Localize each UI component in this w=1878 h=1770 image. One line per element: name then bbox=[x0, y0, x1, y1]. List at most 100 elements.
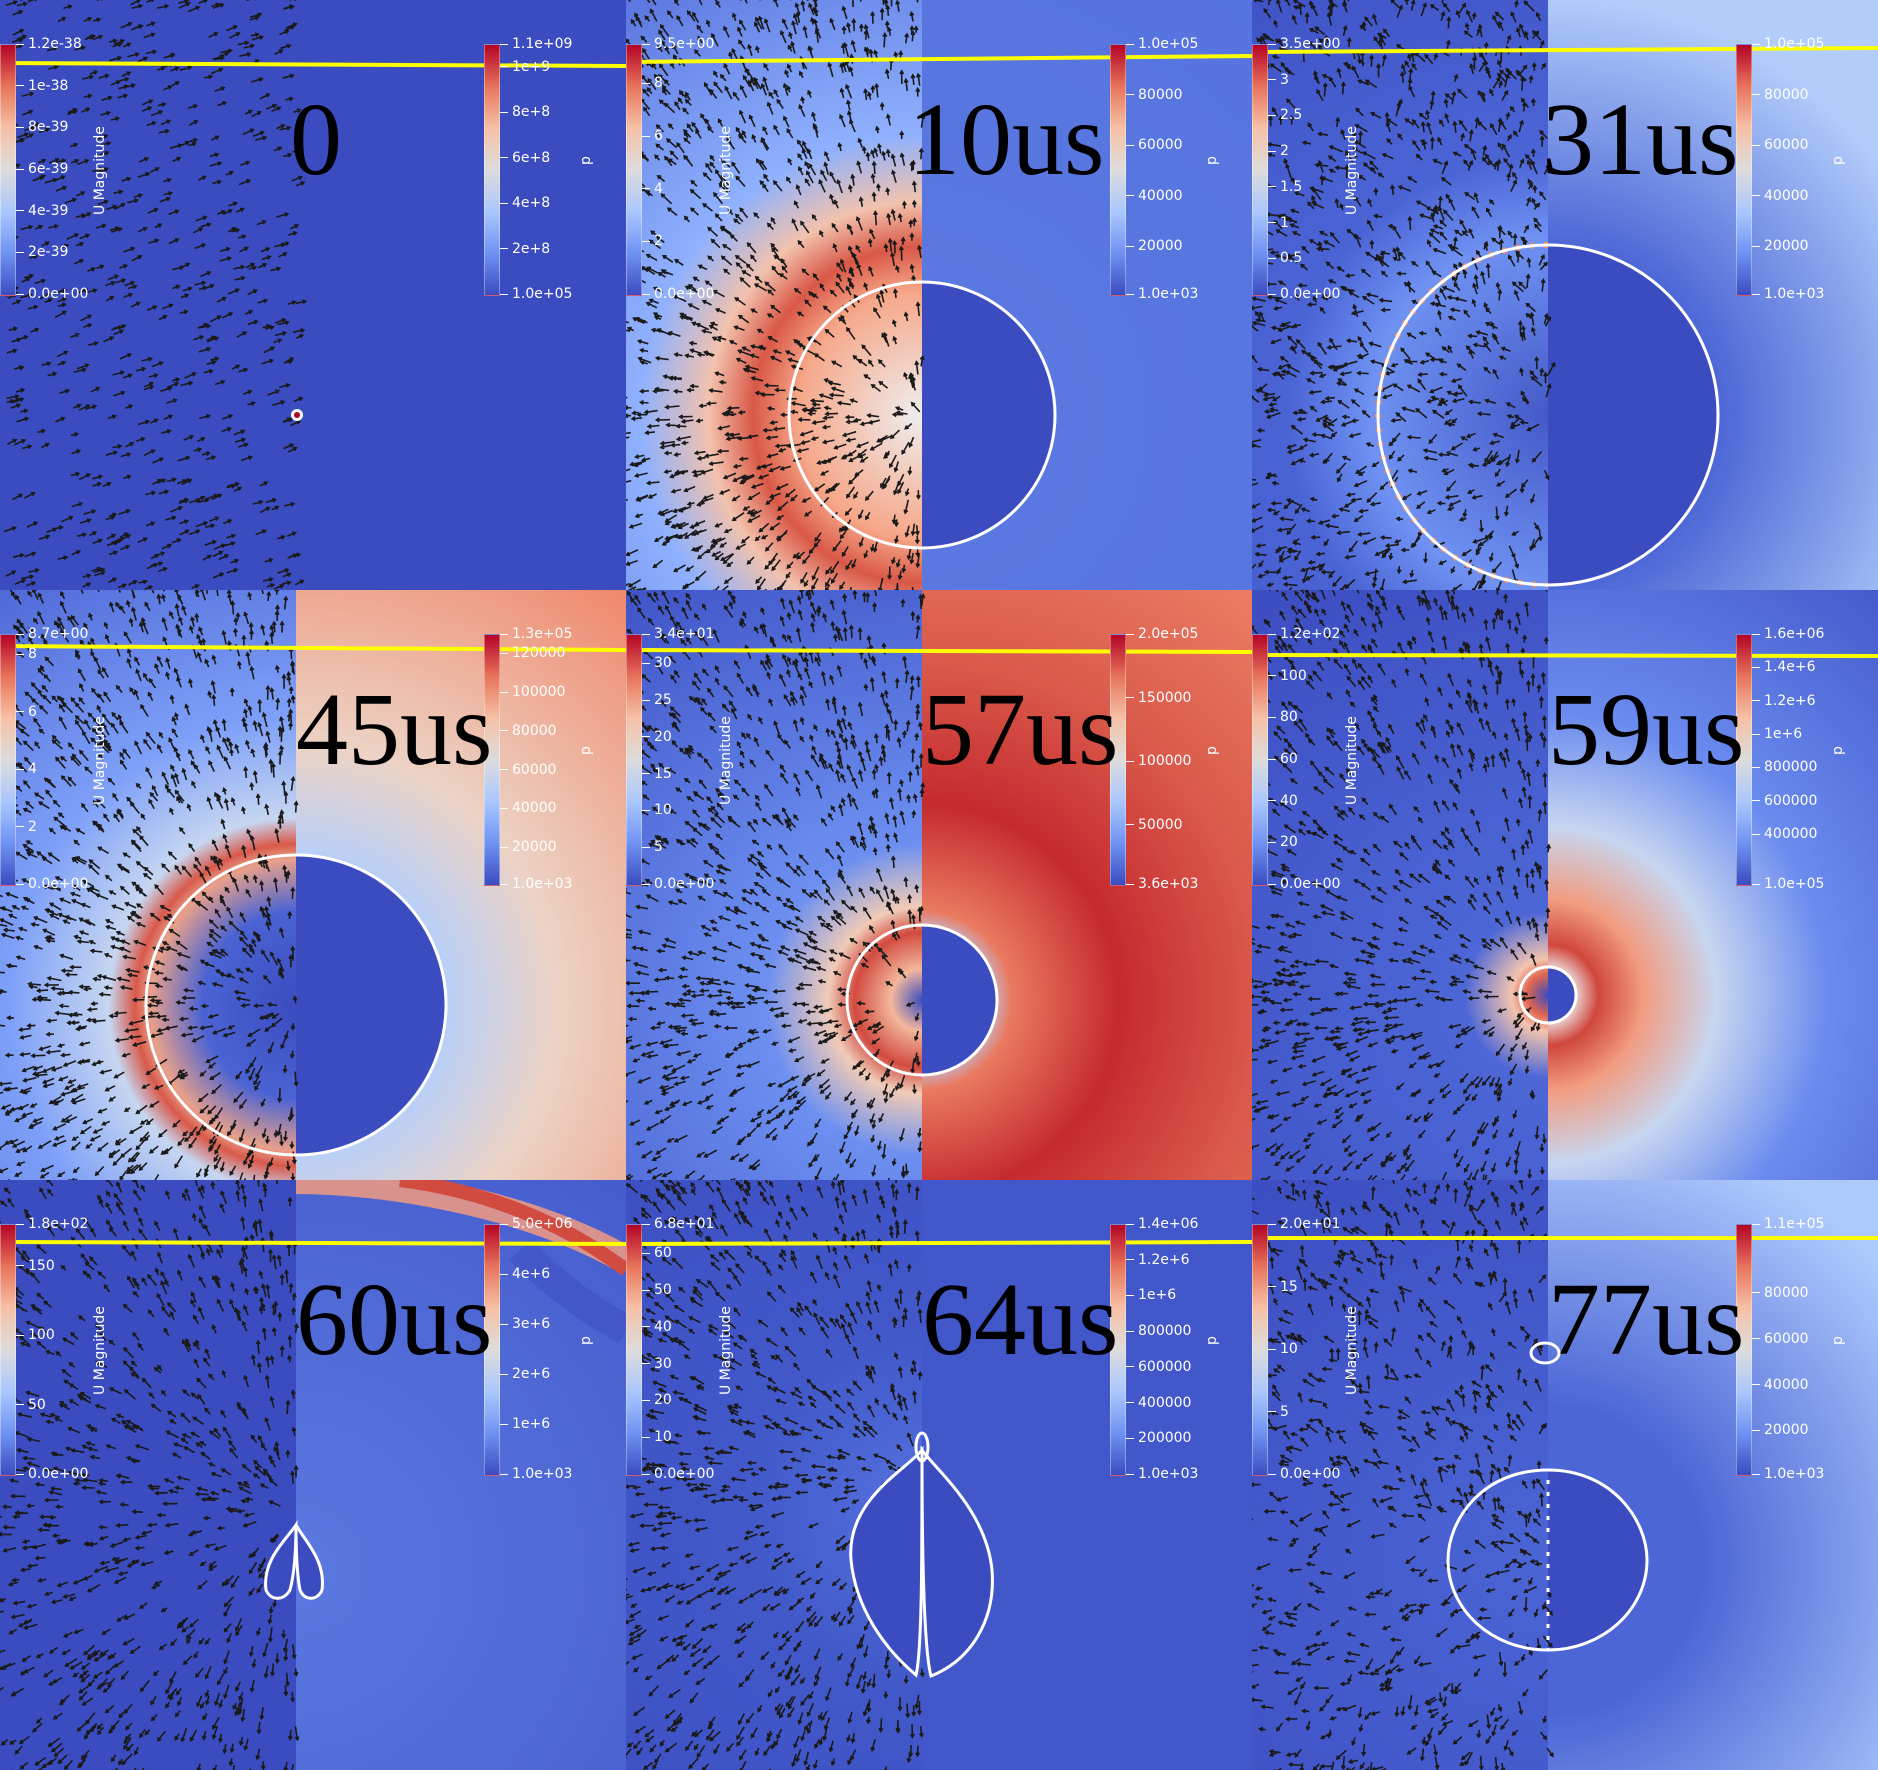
velocity-colorbar bbox=[626, 634, 642, 886]
colorbar-title: p bbox=[1204, 156, 1220, 165]
colorbar-title: p bbox=[578, 156, 594, 165]
time-label: 64us bbox=[922, 1262, 1119, 1377]
colorbar-title: U Magnitude bbox=[718, 716, 734, 805]
colorbar-tick-label: 80000 bbox=[1752, 88, 1809, 102]
colorbar-tick-label: 1.0e+05 bbox=[1752, 37, 1824, 51]
colorbar-tick-label: 30 bbox=[642, 1357, 672, 1371]
arrow-glyphs bbox=[3, 0, 308, 590]
time-label: 10us bbox=[908, 82, 1105, 197]
colorbar-tick-label: 25 bbox=[642, 693, 672, 707]
colorbar-tick-label: 0.5 bbox=[1268, 251, 1302, 265]
colorbar-tick-label: 80000 bbox=[1126, 88, 1183, 102]
colorbar-tick-label: 0.0e+00 bbox=[16, 287, 88, 301]
colorbar-tick-label: 60000 bbox=[1752, 138, 1809, 152]
colorbar-ticks: 9.5e+00 8 6 4 2 0.0e+00 bbox=[642, 37, 752, 301]
colorbar-title: U Magnitude bbox=[1344, 716, 1360, 805]
colorbar-tick-label: 4e+6 bbox=[500, 1267, 550, 1281]
time-label: 0 bbox=[290, 82, 342, 197]
colorbar-title: p bbox=[578, 746, 594, 755]
velocity-arrows bbox=[3, 0, 308, 590]
colorbar-tick-label: 1.0e+03 bbox=[500, 1467, 572, 1481]
colorbar-ticks: 3.4e+01 30 25 20 15 10 5 0.0e+00 bbox=[642, 627, 752, 891]
colorbar-tick-label: 1.6e+06 bbox=[1752, 627, 1824, 641]
colorbar-tick-label: 150 bbox=[16, 1259, 55, 1273]
colorbar-tick-label: 0.0e+00 bbox=[1268, 877, 1340, 891]
colorbar-tick-label: 2 bbox=[1268, 144, 1289, 158]
time-label: 57us bbox=[922, 672, 1119, 787]
colorbar-tick-label: 400000 bbox=[1126, 1396, 1191, 1410]
colorbar-tick-label: 200000 bbox=[1126, 1431, 1191, 1445]
field-render bbox=[1252, 0, 1878, 590]
panel-t59: 1.2e+02 100 80 60 40 20 0.0e+00 U Magnitude 1.6e… bbox=[1252, 590, 1878, 1180]
pressure-colorbar bbox=[484, 44, 500, 296]
velocity-colorbar bbox=[1252, 44, 1268, 296]
colorbar-tick-label: 60 bbox=[642, 1246, 672, 1260]
colorbar-tick-label: 1.0e+03 bbox=[500, 877, 572, 891]
colorbar-tick-label: 0.0e+00 bbox=[1268, 287, 1340, 301]
colorbar-tick-label: 20000 bbox=[1126, 239, 1183, 253]
colorbar-tick-label: 50 bbox=[642, 1283, 672, 1297]
panel-t0: 1.2e-38 1e-38 8e-39 6e-39 4e-39 2e-39 0.0e+00 U… bbox=[0, 0, 626, 590]
colorbar-ticks: 1.2e-38 1e-38 8e-39 6e-39 4e-39 2e-39 0.0e+00 bbox=[16, 37, 126, 301]
colorbar-tick-label: 3.5e+00 bbox=[1268, 37, 1340, 51]
colorbar-tick-label: 20000 bbox=[1752, 1423, 1809, 1437]
colorbar-tick-label: 80 bbox=[1268, 710, 1298, 724]
panel-t64: 6.8e+01 60 50 40 30 20 10 0.0e+00 U Magnitude 1.4… bbox=[626, 1180, 1252, 1770]
colorbar-tick-label: 1.0e+03 bbox=[1752, 1467, 1824, 1481]
colorbar-tick-label: 1e+6 bbox=[1126, 1288, 1176, 1302]
colorbar-tick-label: 0.0e+00 bbox=[642, 1467, 714, 1481]
colorbar-tick-label: 60000 bbox=[500, 763, 557, 777]
colorbar-tick-label: 800000 bbox=[1752, 760, 1817, 774]
colorbar-title: p bbox=[578, 1336, 594, 1345]
colorbar-tick-label: 40000 bbox=[1752, 1378, 1809, 1392]
velocity-colorbar bbox=[1252, 1224, 1268, 1476]
colorbar-tick-label: 8.7e+00 bbox=[16, 627, 88, 641]
pressure-colorbar bbox=[1736, 44, 1752, 296]
panel-t60: 1.8e+02 150 100 50 0.0e+00 U Magnitude 5.0e+06… bbox=[0, 1180, 626, 1770]
colorbar-tick-label: 1.2e+6 bbox=[1126, 1253, 1190, 1267]
colorbar-tick-label: 1.0e+03 bbox=[1126, 1467, 1198, 1481]
colorbar-tick-label: 40000 bbox=[1126, 189, 1183, 203]
colorbar-tick-label: 80000 bbox=[500, 724, 557, 738]
colorbar-tick-label: 0.0e+00 bbox=[16, 877, 88, 891]
colorbar-tick-label: 1e-38 bbox=[16, 79, 68, 93]
colorbar-tick-label: 0.0e+00 bbox=[642, 877, 714, 891]
panel-t57: 3.4e+01 30 25 20 15 10 5 0.0e+00 U Magnitude 2.0e… bbox=[626, 590, 1252, 1180]
colorbar-ticks: 5.0e+06 4e+6 3e+6 2e+6 1e+6 1.0e+03 bbox=[500, 1217, 610, 1481]
pressure-colorbar bbox=[484, 634, 500, 886]
colorbar-tick-label: 1.8e+02 bbox=[16, 1217, 88, 1231]
colorbar-tick-label: 50 bbox=[16, 1398, 46, 1412]
colorbar-tick-label: 1.1e+09 bbox=[500, 37, 572, 51]
colorbar-tick-label: 100 bbox=[16, 1328, 55, 1342]
colorbar-tick-label: 20000 bbox=[500, 840, 557, 854]
time-label: 59us bbox=[1548, 672, 1745, 787]
colorbar-tick-label: 1.2e+02 bbox=[1268, 627, 1340, 641]
colorbar-tick-label: 3.4e+01 bbox=[642, 627, 714, 641]
colorbar-ticks: 1.0e+05 80000 60000 40000 20000 1.0e+03 bbox=[1126, 37, 1236, 301]
colorbar-tick-label: 1e+6 bbox=[1752, 727, 1802, 741]
colorbar-ticks: 1.3e+05 120000 100000 80000 60000 40000 20000 1… bbox=[500, 627, 610, 891]
colorbar-title: U Magnitude bbox=[718, 1306, 734, 1395]
colorbar-title: p bbox=[1830, 156, 1846, 165]
colorbar-tick-label: 6e-39 bbox=[16, 162, 68, 176]
colorbar-tick-label: 1.2e-38 bbox=[16, 37, 82, 51]
colorbar-tick-label: 120000 bbox=[500, 646, 565, 660]
colorbar-tick-label: 20 bbox=[642, 730, 672, 744]
colorbar-tick-label: 800000 bbox=[1126, 1324, 1191, 1338]
colorbar-tick-label: 1.0e+05 bbox=[1126, 37, 1198, 51]
colorbar-tick-label: 4 bbox=[642, 182, 663, 196]
colorbar-tick-label: 2.0e+05 bbox=[1126, 627, 1198, 641]
colorbar-tick-label: 4 bbox=[16, 762, 37, 776]
colorbar-tick-label: 600000 bbox=[1752, 794, 1817, 808]
colorbar-tick-label: 2.0e+01 bbox=[1268, 1217, 1340, 1231]
colorbar-tick-label: 600000 bbox=[1126, 1360, 1191, 1374]
panel-t45: 8.7e+00 8 6 4 2 0.0e+00 U Magnitude 1.3e+05 1200… bbox=[0, 590, 626, 1180]
pressure-colorbar bbox=[1110, 1224, 1126, 1476]
colorbar-tick-label: 10 bbox=[1268, 1342, 1298, 1356]
colorbar-tick-label: 5 bbox=[1268, 1405, 1289, 1419]
time-label: 45us bbox=[296, 672, 493, 787]
colorbar-tick-label: 2e+8 bbox=[500, 242, 550, 256]
colorbar-tick-label: 1.1e+05 bbox=[1752, 1217, 1824, 1231]
colorbar-tick-label: 60 bbox=[1268, 752, 1298, 766]
colorbar-tick-label: 1.0e+03 bbox=[1126, 287, 1198, 301]
